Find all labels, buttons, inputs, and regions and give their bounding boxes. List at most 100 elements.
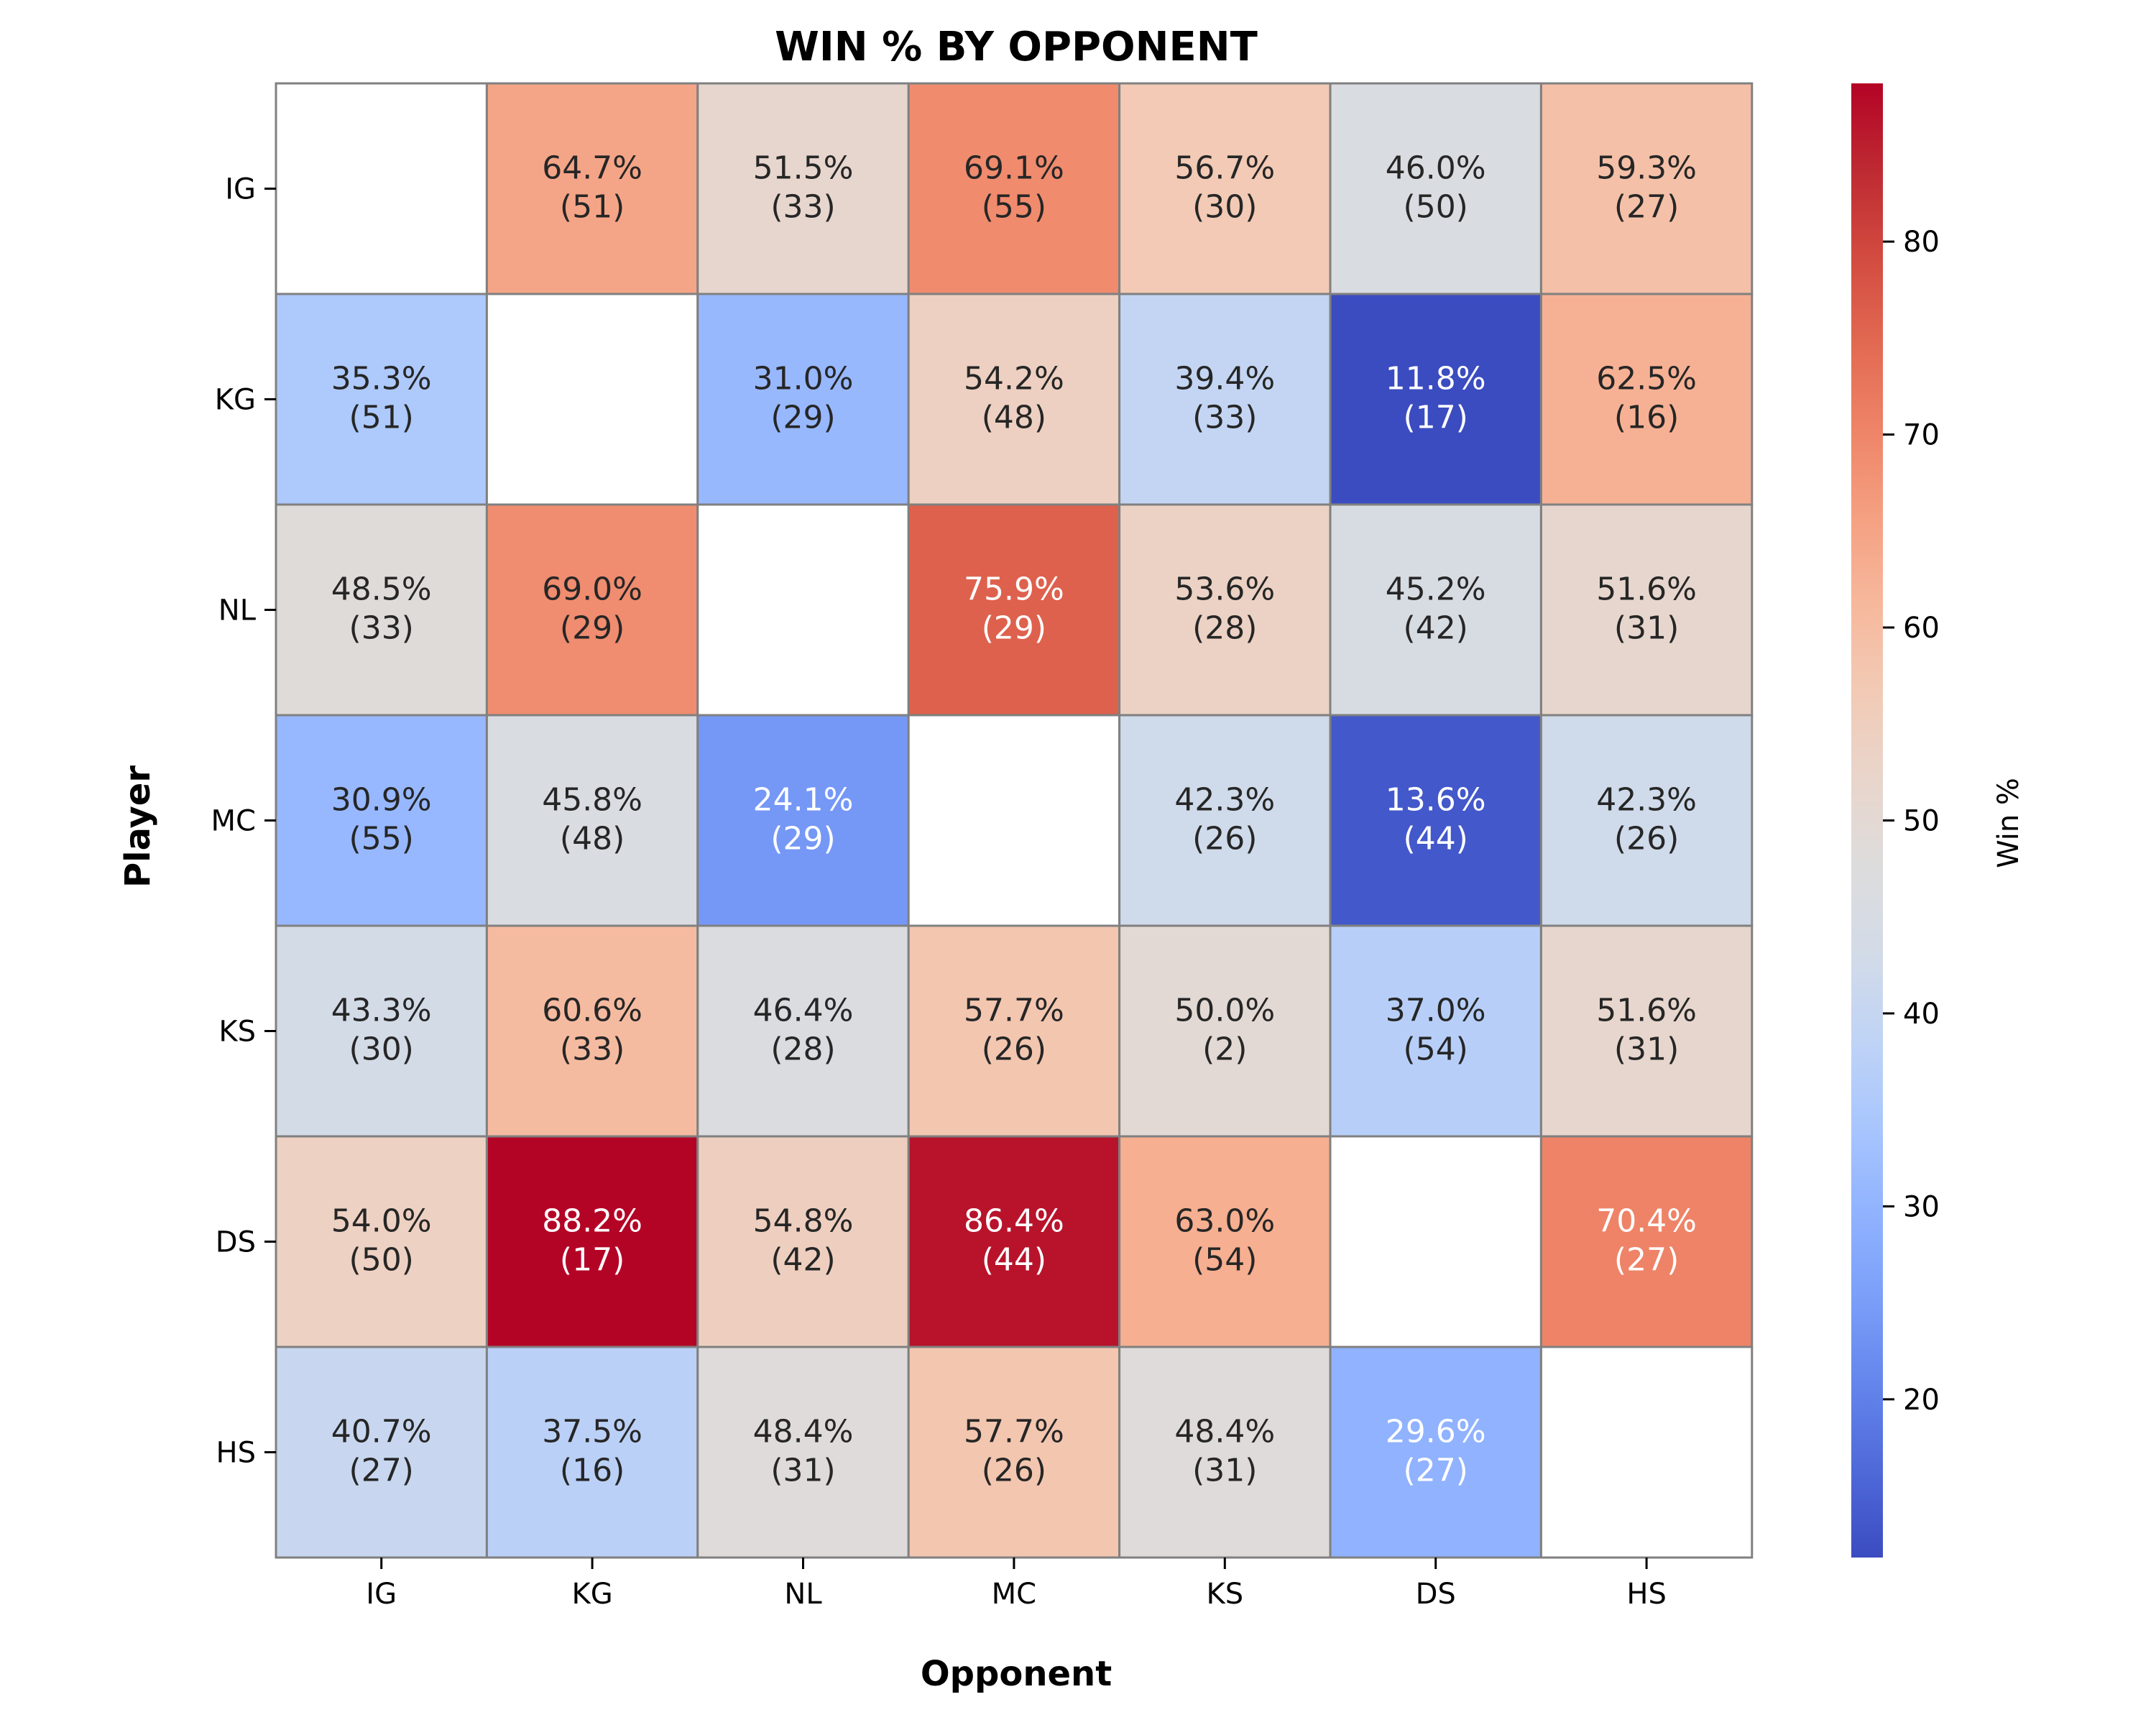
cell-win-pct: 51.6% bbox=[1596, 993, 1697, 1029]
heatmap-cell: 48.4%(31) bbox=[1118, 1346, 1332, 1559]
cell-win-pct: 56.7% bbox=[1174, 150, 1275, 187]
cell-win-pct: 37.5% bbox=[542, 1414, 642, 1450]
heatmap-cell: 48.5%(33) bbox=[275, 503, 488, 717]
colorbar-label: Win % bbox=[1992, 778, 2025, 868]
heatmap-cell-rect bbox=[1118, 714, 1332, 927]
cell-win-pct: 11.8% bbox=[1386, 361, 1486, 397]
cell-game-count: (54) bbox=[1192, 1242, 1257, 1279]
heatmap-cell-rect bbox=[275, 714, 488, 927]
cell-game-count: (48) bbox=[560, 821, 625, 857]
heatmap-cell-rect bbox=[907, 714, 1121, 927]
cell-game-count: (30) bbox=[1192, 189, 1257, 226]
cell-game-count: (31) bbox=[1192, 1453, 1257, 1489]
heatmap-cell-rect bbox=[696, 714, 910, 927]
heatmap-cell: 43.3%(30) bbox=[275, 924, 488, 1138]
cell-win-pct: 30.9% bbox=[331, 782, 432, 819]
heatmap-cell: 54.0%(50) bbox=[275, 1135, 488, 1348]
heatmap-cell: 69.0%(29) bbox=[485, 503, 699, 717]
cell-win-pct: 51.5% bbox=[753, 150, 854, 187]
heatmap-cell-rect bbox=[485, 293, 699, 506]
heatmap-cell-rect bbox=[907, 1135, 1121, 1348]
cell-game-count: (30) bbox=[349, 1031, 414, 1068]
heatmap-cell-rect bbox=[1329, 714, 1542, 927]
cell-game-count: (48) bbox=[982, 400, 1046, 436]
heatmap-cell: 54.8%(42) bbox=[696, 1135, 910, 1348]
heatmap-cell-rect bbox=[275, 82, 488, 295]
heatmap-cell: 75.9%(29) bbox=[907, 503, 1121, 717]
heatmap-cell: 56.7%(30) bbox=[1118, 82, 1332, 295]
y-tick-label: MC bbox=[211, 805, 256, 838]
cell-win-pct: 39.4% bbox=[1174, 361, 1275, 397]
heatmap-cell: 37.0%(54) bbox=[1329, 924, 1542, 1138]
cell-game-count: (31) bbox=[1614, 1031, 1679, 1068]
x-axis-ticks: IG KG NL MC KS DS HS bbox=[366, 1558, 1667, 1611]
heatmap-cell-rect bbox=[1118, 924, 1332, 1138]
cell-game-count: (50) bbox=[1404, 189, 1468, 226]
cell-win-pct: 46.4% bbox=[753, 993, 854, 1029]
heatmap-cell: 59.3%(27) bbox=[1539, 82, 1754, 295]
cell-win-pct: 57.7% bbox=[964, 1414, 1064, 1450]
cell-game-count: (51) bbox=[560, 189, 625, 226]
heatmap-cell: 42.3%(26) bbox=[1118, 714, 1332, 927]
heatmap-cell-rect bbox=[1539, 1135, 1754, 1348]
cell-game-count: (27) bbox=[1404, 1453, 1468, 1489]
cell-game-count: (33) bbox=[1192, 400, 1257, 436]
heatmap-cell-rect bbox=[1118, 82, 1332, 295]
heatmap-cell: 86.4%(44) bbox=[907, 1135, 1121, 1348]
cell-win-pct: 69.1% bbox=[964, 150, 1064, 187]
cell-game-count: (29) bbox=[560, 610, 625, 647]
heatmap-cell: 63.0%(54) bbox=[1118, 1135, 1332, 1348]
cell-win-pct: 50.0% bbox=[1174, 993, 1275, 1029]
cell-win-pct: 86.4% bbox=[964, 1203, 1064, 1240]
heatmap-cell-rect bbox=[1118, 1135, 1332, 1348]
chart-title: WIN % BY OPPONENT bbox=[775, 24, 1258, 70]
heatmap-cell: 35.3%(51) bbox=[275, 293, 488, 506]
cell-game-count: (16) bbox=[560, 1453, 625, 1489]
heatmap-cell-rect bbox=[696, 82, 910, 295]
heatmap-cell: 31.0%(29) bbox=[696, 293, 910, 506]
cell-game-count: (29) bbox=[982, 610, 1046, 647]
cell-game-count: (26) bbox=[982, 1453, 1046, 1489]
cell-win-pct: 45.2% bbox=[1386, 571, 1486, 608]
heatmap-cell-rect bbox=[1539, 82, 1754, 295]
heatmap-cell-rect bbox=[907, 503, 1121, 717]
heatmap-cell-rect bbox=[696, 293, 910, 506]
cell-win-pct: 37.0% bbox=[1386, 993, 1486, 1029]
x-axis-title: Opponent bbox=[921, 1654, 1112, 1694]
cell-game-count: (31) bbox=[770, 1453, 835, 1489]
heatmap-cell-rect bbox=[696, 924, 910, 1138]
colorbar-tick-label: 20 bbox=[1903, 1384, 1940, 1417]
cell-win-pct: 51.6% bbox=[1596, 571, 1697, 608]
heatmap-cell-rect bbox=[1118, 503, 1332, 717]
cell-win-pct: 69.0% bbox=[542, 571, 642, 608]
cell-win-pct: 48.4% bbox=[1174, 1414, 1275, 1450]
cell-win-pct: 88.2% bbox=[542, 1203, 642, 1240]
x-tick-label: NL bbox=[784, 1578, 822, 1611]
y-tick-label: NL bbox=[218, 594, 257, 627]
cell-game-count: (29) bbox=[770, 821, 835, 857]
heatmap-cell: 53.6%(28) bbox=[1118, 503, 1332, 717]
heatmap-cell: 39.4%(33) bbox=[1118, 293, 1332, 506]
heatmap-cell: 45.2%(42) bbox=[1329, 503, 1542, 717]
y-tick-label: IG bbox=[225, 173, 256, 206]
heatmap-cell: 24.1%(29) bbox=[696, 714, 910, 927]
y-tick-label: KG bbox=[215, 384, 256, 417]
heatmap-cell: 37.5%(16) bbox=[485, 1346, 699, 1559]
heatmap-cell bbox=[696, 503, 910, 717]
cell-game-count: (16) bbox=[1614, 400, 1679, 436]
heatmap-cell-rect bbox=[485, 1346, 699, 1559]
cell-win-pct: 31.0% bbox=[753, 361, 854, 397]
heatmap-cell-rect bbox=[1539, 924, 1754, 1138]
cell-win-pct: 75.9% bbox=[964, 571, 1064, 608]
heatmap-cell: 46.0%(50) bbox=[1329, 82, 1542, 295]
cell-win-pct: 63.0% bbox=[1174, 1203, 1275, 1240]
colorbar-tick-label: 40 bbox=[1903, 998, 1940, 1031]
heatmap-cell bbox=[275, 82, 488, 295]
colorbar: 20 30 40 50 60 70 80 bbox=[1851, 83, 1940, 1558]
colorbar-tick-label: 50 bbox=[1903, 805, 1940, 838]
heatmap-cell: 45.8%(48) bbox=[485, 714, 699, 927]
heatmap-cell-rect bbox=[696, 503, 910, 717]
cell-game-count: (42) bbox=[770, 1242, 835, 1279]
heatmap-cell-rect bbox=[696, 1346, 910, 1559]
